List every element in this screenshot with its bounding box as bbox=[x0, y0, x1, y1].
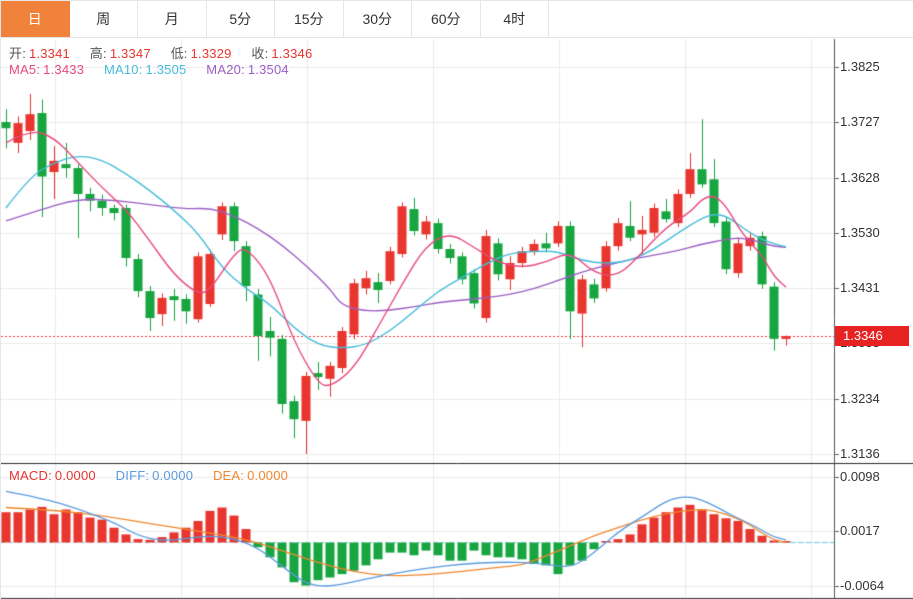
close-label: 收: bbox=[251, 46, 269, 61]
tab-day[interactable]: 日 bbox=[1, 1, 70, 37]
diff-value: 0.0000 bbox=[152, 468, 194, 483]
ma5-value: 1.3433 bbox=[43, 62, 85, 77]
low-label: 低: bbox=[170, 46, 188, 61]
ma5-label: MA5: bbox=[9, 62, 41, 77]
macd-tick-label: 0.0017 bbox=[840, 523, 880, 539]
tab-5min[interactable]: 5分 bbox=[206, 1, 275, 37]
tab-4hour[interactable]: 4时 bbox=[480, 1, 549, 37]
price-tick-label: 1.3727 bbox=[840, 114, 880, 130]
tab-30min[interactable]: 30分 bbox=[343, 1, 412, 37]
price-tick-label: 1.3431 bbox=[840, 280, 880, 296]
last-price-badge: 1.3346 bbox=[835, 326, 909, 347]
tab-15min[interactable]: 15分 bbox=[275, 1, 344, 37]
macd-value: 0.0000 bbox=[54, 468, 96, 483]
tab-week[interactable]: 周 bbox=[69, 1, 138, 37]
macd-tick-label: -0.0064 bbox=[840, 577, 885, 593]
ma10-label: MA10: bbox=[103, 62, 143, 77]
price-tick-label: 1.3628 bbox=[840, 169, 880, 185]
high-value: 1.3347 bbox=[109, 46, 151, 61]
diff-label: DIFF: bbox=[115, 468, 150, 483]
price-tick-label: 1.3825 bbox=[840, 59, 880, 74]
price-tick-label: 1.3136 bbox=[840, 446, 880, 461]
tab-month[interactable]: 月 bbox=[138, 1, 207, 37]
ma10-value: 1.3505 bbox=[145, 62, 187, 77]
high-label: 高: bbox=[89, 46, 107, 61]
dea-value: 0.0000 bbox=[247, 468, 289, 483]
ma-legend: MA5: 1.3433 MA10: 1.3505 MA20: 1.3504 bbox=[9, 62, 292, 77]
price-tick-label: 1.3530 bbox=[840, 224, 880, 240]
ohlc-legend: 开: 1.3341 高: 1.3347 低: 1.3329 收: 1.3346 bbox=[9, 43, 315, 62]
tab-60min[interactable]: 60分 bbox=[412, 1, 481, 37]
dea-label: DEA: bbox=[212, 468, 245, 483]
open-value: 1.3341 bbox=[29, 46, 70, 61]
ma20-label: MA20: bbox=[206, 62, 245, 77]
macd-legend: MACD: 0.0000 DIFF: 0.0000 DEA: 0.0000 bbox=[9, 468, 291, 483]
low-value: 1.3329 bbox=[190, 46, 232, 61]
macd-tick-label: 0.0098 bbox=[840, 468, 880, 484]
period-tab-bar: 日周月 5分 15分 30分 60分 4时 bbox=[1, 1, 913, 38]
ma20-value: 1.3504 bbox=[247, 62, 289, 77]
macd-label: MACD: bbox=[9, 468, 52, 483]
price-tick-label: 1.3234 bbox=[840, 390, 880, 406]
open-label: 开: bbox=[9, 46, 27, 61]
close-value: 1.3346 bbox=[271, 46, 313, 61]
